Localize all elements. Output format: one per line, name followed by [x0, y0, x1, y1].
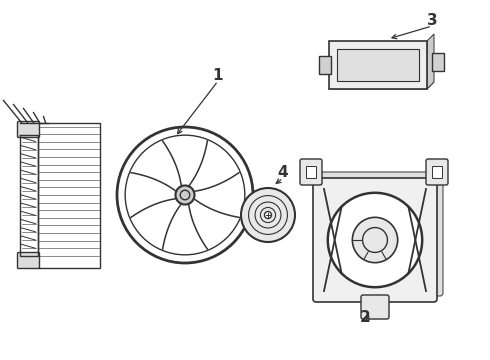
- Polygon shape: [329, 82, 434, 89]
- FancyBboxPatch shape: [18, 252, 40, 269]
- FancyBboxPatch shape: [300, 159, 322, 185]
- Circle shape: [241, 188, 295, 242]
- Text: 4: 4: [278, 165, 288, 180]
- Bar: [432, 166, 442, 178]
- Bar: [337, 49, 419, 81]
- FancyBboxPatch shape: [313, 178, 437, 302]
- FancyBboxPatch shape: [18, 122, 40, 138]
- Bar: [329, 41, 427, 89]
- Circle shape: [352, 217, 398, 263]
- Text: 2: 2: [360, 310, 370, 325]
- Text: 1: 1: [213, 68, 223, 82]
- Bar: [432, 53, 444, 71]
- Bar: [306, 166, 316, 178]
- Circle shape: [265, 211, 271, 219]
- FancyBboxPatch shape: [319, 172, 443, 296]
- Circle shape: [328, 193, 422, 287]
- FancyBboxPatch shape: [361, 295, 389, 319]
- Bar: [319, 56, 331, 74]
- FancyBboxPatch shape: [426, 159, 448, 185]
- Text: 3: 3: [427, 13, 437, 27]
- Bar: [38, 122, 99, 267]
- Polygon shape: [427, 34, 434, 89]
- Circle shape: [175, 185, 195, 204]
